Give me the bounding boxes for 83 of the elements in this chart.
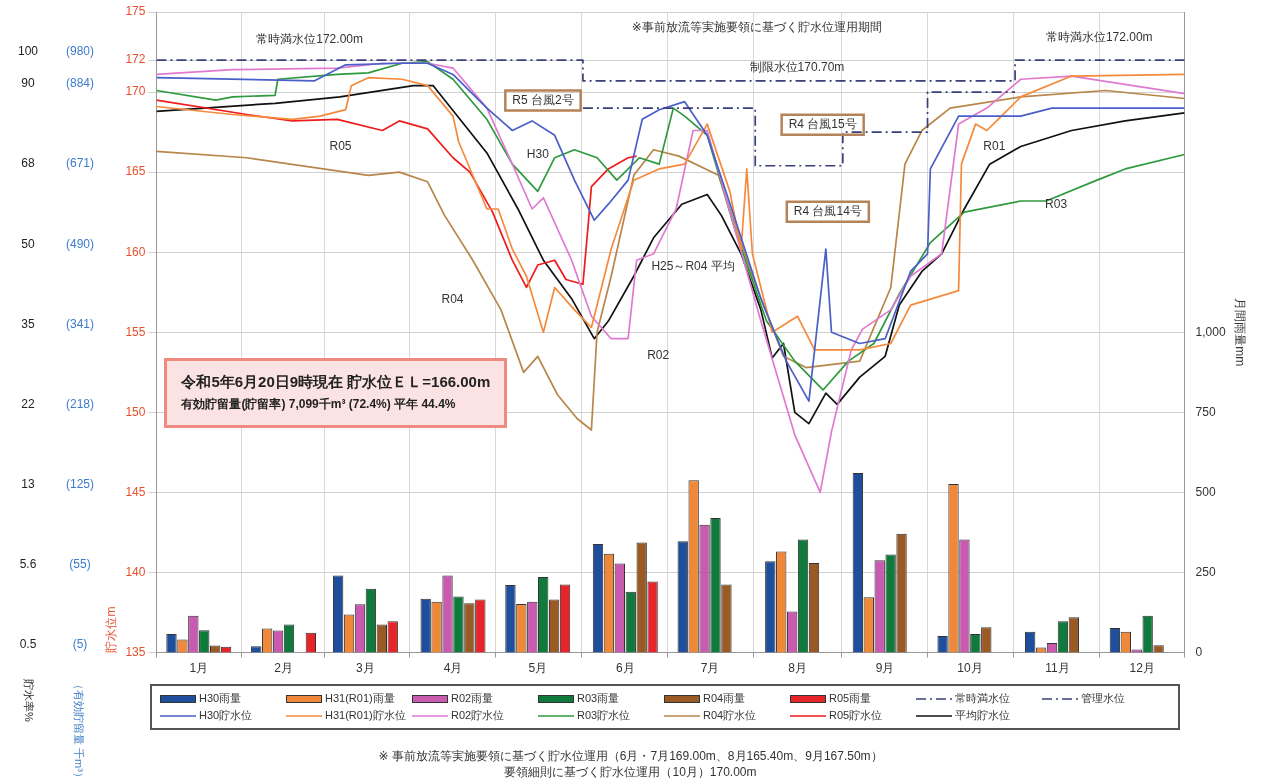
y-tick-label: 160: [125, 244, 146, 259]
text: 13: [21, 476, 35, 491]
y-tick-label: 135: [125, 644, 146, 659]
text: (341): [65, 316, 95, 331]
x-tick-label: 12月: [1129, 661, 1155, 676]
annotation: R02: [647, 347, 670, 362]
legend-label: R05雨量: [829, 691, 872, 706]
x-tick-label: 4月: [443, 661, 463, 676]
text: 90: [21, 76, 35, 91]
y2-tick-label: 500: [1195, 484, 1216, 499]
text: (980): [65, 44, 95, 59]
annotation: 有効貯留量(貯留率) 7,099千m³ (72.4%) 平年 44.4%: [181, 395, 457, 413]
legend-label: 常時満水位: [955, 691, 1010, 706]
legend-label: H31(R01)貯水位: [325, 708, 406, 723]
annotation: 令和5年6月20日9時現在 貯水位ＥＬ=166.00m: [181, 372, 491, 392]
annotation: ※事前放流等実施要領に基づく貯水位運用期間: [631, 19, 882, 34]
legend-label: 平均貯水位: [955, 708, 1010, 723]
x-tick-label: 2月: [274, 661, 293, 676]
text: 要領細則に基づく貯水位運用（10月）170.00m: [504, 765, 757, 779]
line-series: [582, 91, 1016, 167]
text: (5): [72, 636, 88, 651]
text: 100: [17, 44, 39, 59]
annotation: R05: [329, 139, 352, 154]
legend-label: R02雨量: [451, 691, 494, 706]
text: (218): [65, 396, 95, 411]
text: (884): [65, 76, 95, 91]
annotation: 制限水位170.70m: [749, 60, 845, 75]
y-tick-label: 170: [125, 84, 146, 99]
text: (55): [69, 556, 91, 571]
x-tick-label: 5月: [528, 661, 548, 676]
text: 貯水率%: [22, 678, 36, 722]
x-tick-label: 6月: [615, 661, 635, 676]
x-tick-label: 3月: [356, 661, 375, 676]
x-tick-label: 11月: [1045, 661, 1070, 676]
annotation: 常時満水位172.00m: [256, 31, 363, 46]
y-tick-label: 172: [125, 52, 146, 67]
legend-label: R05貯水位: [829, 708, 883, 723]
annotation: R04: [441, 291, 464, 306]
y2-tick-label: 0: [1195, 644, 1203, 659]
y2-tick-label: 250: [1195, 564, 1216, 579]
text: 5.6: [19, 556, 37, 571]
x-tick-label: 9月: [875, 661, 895, 676]
y-tick-label: 145: [125, 484, 146, 499]
annotation: R4 台風14号: [793, 204, 862, 219]
y2-tick-label: 750: [1195, 404, 1216, 419]
annotation: 常時満水位172.00m: [1045, 29, 1153, 44]
text: 68: [21, 156, 35, 171]
text: (125): [65, 476, 95, 491]
legend-label: R04雨量: [703, 691, 746, 706]
annotation: H25～R04 平均: [651, 259, 735, 274]
text: 35: [21, 316, 35, 331]
text: 0.5: [19, 636, 37, 651]
y2-axis-title: 月間雨量mm: [1233, 298, 1248, 367]
text: （有効貯留量 千m³）: [72, 678, 86, 782]
text: 22: [21, 396, 35, 411]
text: ※ 事前放流等実施要領に基づく貯水位運用（6月・7月169.00m、8月165.40m、9月167.50m）: [378, 749, 883, 763]
annotation: H30: [526, 147, 550, 162]
annotation: R03: [1045, 197, 1068, 212]
text: (490): [65, 236, 95, 251]
x-tick-label: 8月: [788, 661, 807, 676]
legend-label: R03貯水位: [577, 708, 631, 723]
y-axis-title: 貯水位m: [103, 606, 118, 653]
legend-label: R03雨量: [577, 691, 620, 706]
text: 50: [21, 236, 35, 251]
x-tick-label: 10月: [957, 661, 983, 676]
legend-label: R04貯水位: [703, 708, 757, 723]
annotation: R01: [983, 139, 1006, 154]
legend-label: 管理水位: [1081, 691, 1125, 706]
y-tick-label: 150: [125, 404, 146, 419]
y-tick-label: 155: [125, 324, 146, 339]
annotation: R5 台風2号: [512, 92, 574, 107]
x-tick-label: 7月: [700, 661, 720, 676]
y-tick-label: 175: [125, 4, 146, 19]
x-tick-label: 1月: [189, 661, 209, 676]
y-tick-label: 140: [125, 564, 146, 579]
legend-label: H30雨量: [199, 691, 242, 706]
text: (671): [65, 156, 95, 171]
y-tick-label: 165: [125, 164, 146, 179]
legend-label: R02貯水位: [451, 708, 505, 723]
legend-label: H30貯水位: [199, 708, 253, 723]
annotation: R4 台風15号: [788, 117, 857, 132]
y2-tick-label: 1,000: [1195, 324, 1226, 339]
legend-label: H31(R01)雨量: [325, 691, 395, 706]
